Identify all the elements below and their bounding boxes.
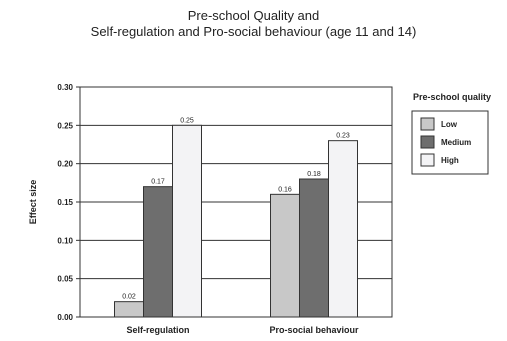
legend-swatch-high	[420, 153, 435, 167]
legend-item-label: High	[441, 156, 459, 165]
bar-high	[172, 124, 202, 318]
bar-medium	[143, 186, 173, 318]
y-tick-label: 0.30	[57, 83, 73, 92]
chart-title-line-2: Self-regulation and Pro-social behaviour…	[90, 24, 417, 39]
chart-title-line-1: Pre-school Quality and	[187, 8, 320, 23]
legend-swatch-medium	[420, 135, 435, 149]
y-tick-label: 0.25	[57, 121, 73, 130]
y-tick-label: 0.00	[57, 313, 73, 322]
data-label: 0.23	[336, 133, 350, 140]
legend-item-label: Low	[441, 120, 458, 129]
bar-low	[270, 193, 300, 318]
x-category-label: Pro-social behaviour	[269, 325, 359, 335]
bar-medium	[299, 178, 329, 318]
y-tick-label: 0.20	[57, 160, 73, 169]
data-label: 0.16	[278, 186, 292, 193]
legend-swatch-low	[420, 117, 435, 131]
plot-frame	[79, 86, 393, 318]
legend-title: Pre-school quality	[413, 92, 491, 102]
x-category-label: Self-regulation	[126, 325, 189, 335]
bar-low	[114, 301, 144, 318]
y-tick-label: 0.10	[57, 236, 73, 245]
data-label: 0.17	[151, 179, 165, 186]
legend-item-label: Medium	[441, 138, 471, 147]
legend-box	[411, 110, 489, 175]
bar-high	[328, 140, 358, 318]
legend: Pre-school quality Low Medium High	[411, 92, 491, 175]
y-tick-label: 0.05	[57, 275, 73, 284]
data-label: 0.18	[307, 171, 321, 178]
y-axis-label: Effect size	[28, 180, 38, 225]
y-tick-label: 0.15	[57, 198, 73, 207]
data-label: 0.25	[180, 117, 194, 124]
axes: 0.00 0.05 0.10 0.15 0.20 0.25 0.30 Self-regulat…	[57, 83, 393, 335]
data-label: 0.02	[122, 294, 136, 301]
bars: 0.02 0.17 0.25 0.16 0.18 0.23	[114, 117, 358, 318]
